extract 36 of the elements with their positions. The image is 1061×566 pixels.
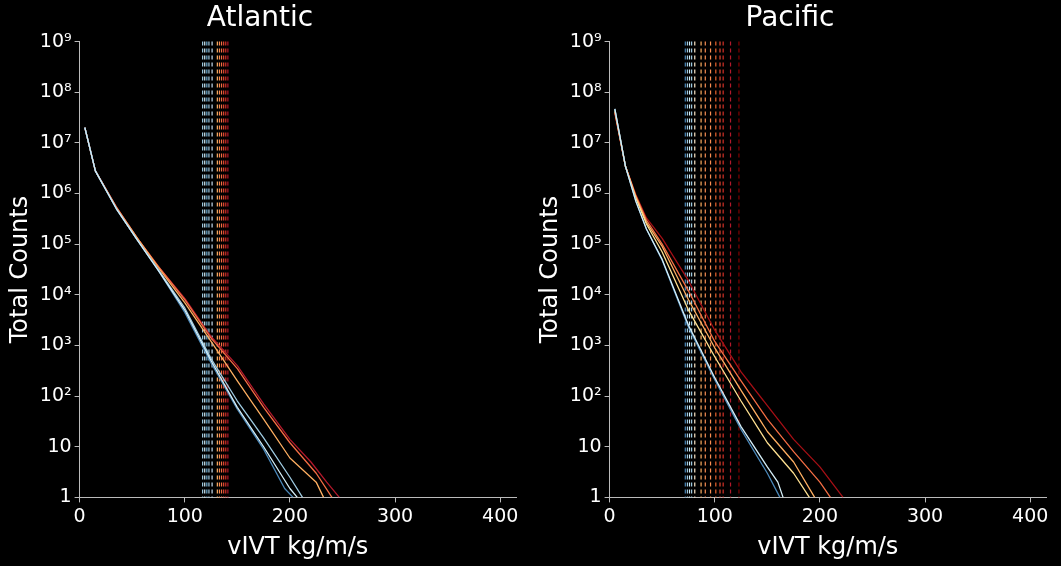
y-tick-label: 10⁹	[39, 28, 72, 51]
y-tick-label: 10⁵	[39, 231, 72, 254]
x-tick-label: 200	[801, 503, 839, 526]
y-tick-label: 10³	[39, 332, 72, 355]
y-tick-label: 1	[59, 484, 72, 507]
y-tick-label: 10³	[569, 332, 602, 355]
y-tick-label: 10⁶	[569, 180, 602, 203]
x-tick-label: 100	[696, 503, 733, 526]
x-tick-label: 100	[166, 503, 203, 526]
y-tick-label: 10⁷	[569, 129, 602, 152]
x-tick-label: 400	[482, 503, 519, 526]
x-tick-label: 300	[906, 503, 944, 526]
y-tick-label: 10²	[569, 383, 602, 406]
y-tick-label: 10⁶	[39, 180, 72, 203]
y-axis-title: Total Counts	[534, 195, 563, 345]
x-tick-label: 0	[603, 503, 616, 526]
y-axis-title: Total Counts	[4, 195, 33, 345]
y-tick-label: 10⁸	[569, 79, 602, 102]
y-tick-label: 10⁴	[569, 281, 602, 304]
x-tick-label: 0	[73, 503, 86, 526]
y-tick-label: 10⁴	[39, 281, 72, 304]
y-tick-label: 10⁸	[39, 79, 72, 102]
chart-title: Atlantic	[206, 0, 314, 34]
x-axis-title: vIVT kg/m/s	[757, 531, 899, 560]
x-axis-title: vIVT kg/m/s	[227, 531, 369, 560]
y-tick-label: 10⁵	[569, 231, 602, 254]
y-tick-label: 10	[577, 433, 602, 456]
x-tick-label: 300	[376, 503, 414, 526]
chart-title: Pacific	[745, 0, 835, 34]
y-tick-label: 1	[589, 484, 602, 507]
x-tick-label: 200	[271, 503, 309, 526]
y-tick-label: 10²	[39, 383, 72, 406]
y-tick-label: 10⁹	[569, 28, 602, 51]
y-tick-label: 10⁷	[39, 129, 72, 152]
y-tick-label: 10	[47, 433, 72, 456]
x-tick-label: 400	[1012, 503, 1049, 526]
